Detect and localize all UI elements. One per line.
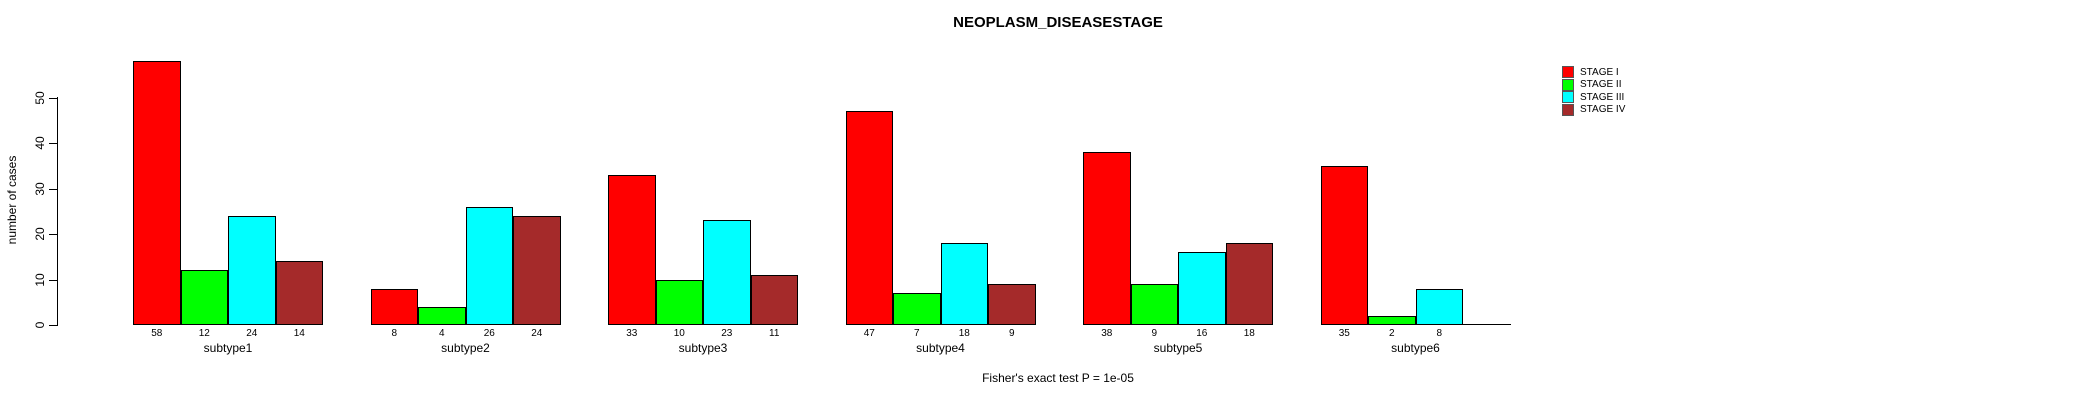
legend-item-stage-i: STAGE I (1562, 66, 1625, 79)
bar-stage-iv (750, 274, 798, 325)
y-tick-mark (49, 143, 57, 144)
bar-stage-i (370, 288, 418, 325)
legend-item-stage-ii: STAGE II (1562, 78, 1625, 92)
y-tick-mark (49, 325, 57, 326)
y-tick-mark (49, 97, 57, 99)
bar-stage-iii (1415, 288, 1463, 325)
bar-stage-ii (1368, 315, 1416, 325)
category-label: subtype4 (916, 341, 965, 355)
y-tick-label: 50 (33, 90, 47, 105)
category-label: subtype6 (1391, 341, 1440, 355)
bar-stage-ii (180, 270, 228, 325)
bar-stage-ii (418, 306, 466, 325)
legend-swatch-icon (1562, 66, 1574, 79)
legend-label: STAGE I (1580, 66, 1619, 78)
bar-stage-iv (988, 284, 1036, 325)
bar-value-label: 14 (293, 328, 305, 339)
bar-stage-i (608, 174, 656, 325)
bar-value-label: 35 (1338, 328, 1350, 339)
bar-value-label: 10 (673, 328, 685, 339)
bar-value-label: 23 (721, 328, 733, 339)
bar-stage-iii (703, 220, 751, 325)
y-tick-label: 40 (33, 136, 47, 150)
y-tick-label: 30 (33, 181, 47, 196)
legend-swatch-icon (1562, 103, 1574, 116)
legend: STAGE I STAGE II STAGE III STAGE IV (1562, 66, 1625, 116)
bar-value-label: 9 (1008, 328, 1015, 339)
bar-value-label: 9 (1151, 328, 1158, 339)
legend-swatch-icon (1562, 91, 1574, 104)
bar-value-label: 18 (958, 328, 970, 339)
legend-item-stage-iii: STAGE III (1562, 91, 1625, 104)
caption-fisher-test: Fisher's exact test P = 1e-05 (982, 371, 1134, 385)
bar-stage-iii (465, 206, 513, 325)
y-axis-label: number of cases (5, 155, 19, 245)
bar-stage-iii (1178, 252, 1226, 325)
bar-stage-i (845, 111, 893, 325)
legend-label: STAGE III (1580, 91, 1625, 103)
y-tick-mark (49, 234, 57, 235)
bar-stage-ii (655, 279, 703, 325)
y-tick-label: 10 (33, 272, 47, 287)
bar-stage-i (1320, 165, 1368, 325)
legend-item-stage-iv: STAGE IV (1562, 103, 1626, 117)
bar-value-label: 24 (531, 328, 543, 339)
bar-stage-iv (513, 215, 561, 325)
y-tick-label: 20 (33, 227, 47, 241)
bar-stage-i (133, 61, 181, 325)
bar-value-label: 2 (1388, 328, 1395, 339)
category-label: subtype3 (678, 341, 728, 355)
bar-stage-iv (275, 261, 323, 325)
bar-value-label: 4 (438, 328, 445, 339)
bar-value-label: 38 (1101, 328, 1113, 339)
bar-stage-iii (228, 215, 276, 325)
bar-value-label: 33 (626, 328, 638, 339)
bar-stage-ii (1130, 284, 1178, 325)
bar-value-label: 47 (863, 328, 875, 339)
bar-value-label: 26 (483, 328, 495, 339)
category-label: subtype5 (1153, 341, 1203, 355)
chart-title: NEOPLASM_DISEASESTAGE (953, 14, 1163, 31)
y-tick-mark (49, 279, 57, 281)
bar-value-label: 18 (1243, 328, 1255, 339)
legend-swatch-icon (1562, 78, 1574, 91)
bar-stage-iv (1225, 243, 1273, 325)
category-label: subtype2 (441, 341, 490, 355)
bar-stage-iv-zero (1463, 324, 1511, 325)
bar-value-label: 8 (391, 328, 398, 339)
legend-label: STAGE II (1580, 79, 1622, 91)
bar-stage-ii (893, 293, 941, 325)
bar-value-label: 11 (769, 328, 780, 339)
bar-value-label: 24 (246, 328, 258, 339)
y-tick-label: 0 (33, 321, 47, 329)
y-axis-line (57, 97, 58, 326)
bar-value-label: 8 (1436, 328, 1443, 339)
bar-stage-i (1083, 152, 1131, 325)
bar-stage-iii (940, 243, 988, 325)
bar-value-label: 58 (151, 328, 163, 339)
legend-label: STAGE IV (1580, 104, 1626, 116)
category-label: subtype1 (203, 341, 253, 355)
bar-value-label: 12 (198, 328, 210, 339)
bar-value-label: 7 (913, 328, 920, 339)
bar-value-label: 16 (1196, 328, 1208, 339)
y-tick-mark (49, 188, 57, 190)
